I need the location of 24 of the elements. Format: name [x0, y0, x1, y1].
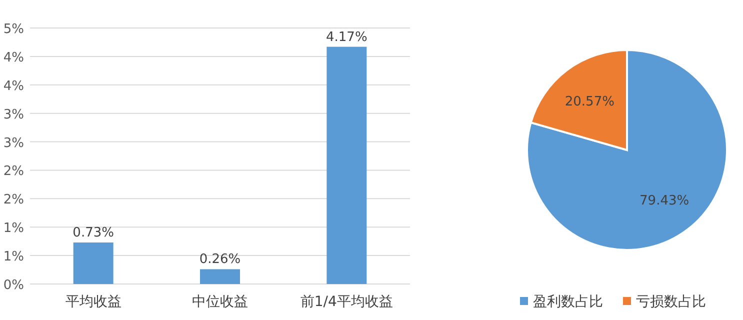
y-tick-label: 3%	[3, 136, 24, 151]
data-label: 0.73%	[72, 225, 114, 240]
legend-label: 亏损数占比	[636, 294, 706, 310]
bar	[73, 242, 114, 284]
y-tick-label: 4%	[3, 50, 24, 66]
y-tick-label: 1%	[3, 221, 24, 236]
x-tick-label: 前1/4平均收益	[300, 294, 393, 310]
y-tick-label: 4%	[3, 78, 24, 94]
bar	[326, 46, 367, 284]
y-tick-label: 2%	[3, 164, 24, 180]
data-label: 4.17%	[326, 30, 368, 45]
y-tick-label: 2%	[3, 192, 24, 208]
data-label: 20.57%	[564, 94, 614, 110]
legend-label: 盈利数占比	[533, 294, 603, 310]
pie-slice	[526, 49, 728, 251]
data-label: 79.43%	[640, 194, 690, 208]
y-tick-label: 5%	[3, 22, 24, 37]
x-tick-label: 平均收益	[65, 294, 122, 310]
x-tick-label: 中位收益	[192, 294, 248, 310]
data-label: 0.26%	[199, 252, 241, 268]
y-tick-label: 0%	[3, 278, 24, 293]
y-tick-label: 3%	[3, 107, 24, 122]
bar	[200, 269, 240, 284]
y-tick-label: 1%	[3, 250, 24, 265]
